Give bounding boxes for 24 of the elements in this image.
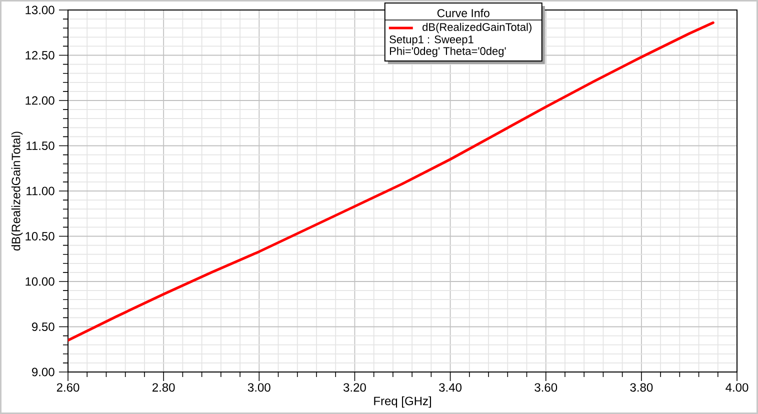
y-tick-label: 11.00 <box>26 186 54 196</box>
line-series <box>68 21 714 342</box>
y-axis-title: dB(RealizedGainTotal) <box>11 132 23 251</box>
x-axis-title: Freq [GHz] <box>374 396 431 408</box>
x-tick-label: 2.80 <box>152 383 175 392</box>
x-tick-label: 2.60 <box>56 383 80 392</box>
y-tick-label: 9.50 <box>32 322 54 332</box>
annotation: Setup1 : Sweep1 <box>390 36 474 46</box>
y-tick-label: 9.00 <box>32 368 54 376</box>
x-tick-label: 3.00 <box>248 383 270 392</box>
y-tick-label: 10.50 <box>26 232 54 241</box>
y-tick-label: 11.50 <box>26 142 54 150</box>
x-tick-label: 3.40 <box>439 383 462 392</box>
y-tick-label: 13.00 <box>26 6 54 14</box>
legend-title: Curve Info <box>437 8 490 18</box>
legend-label: dB(RealizedGainTotal) <box>422 22 532 34</box>
x-tick-label: 3.20 <box>343 383 366 392</box>
x-tick-label: 3.60 <box>534 383 558 392</box>
x-tick-label: 3.80 <box>630 383 653 392</box>
annotation: Phi='0deg' Theta='0deg' <box>390 46 506 58</box>
x-tick-label: 4.00 <box>726 383 748 392</box>
y-tick-label: 12.50 <box>26 51 54 60</box>
y-tick-label: 10.00 <box>26 277 54 286</box>
y-tick-label: 12.00 <box>26 96 54 105</box>
